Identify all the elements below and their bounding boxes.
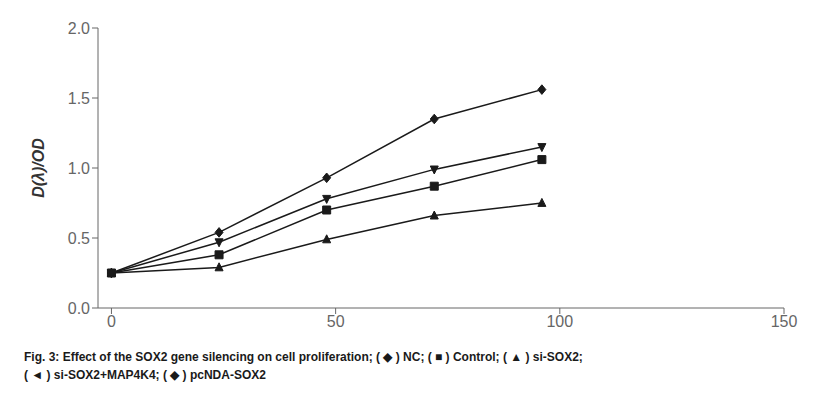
svg-text:1.5: 1.5	[68, 90, 90, 107]
html-text:( ◄ ) si-SOX2+MAP4K4; ( ◆ ) pc: ( ◄ ) si-SOX2+MAP4K4; ( ◆ ) pcNDA-SOX2	[24, 368, 266, 382]
svg-text:50: 50	[327, 313, 345, 330]
svg-text:150: 150	[771, 313, 798, 330]
svg-text:D(λ)/OD: D(λ)/OD	[30, 138, 47, 198]
svg-text:2.0: 2.0	[68, 20, 90, 37]
svg-text:1.0: 1.0	[68, 160, 90, 177]
svg-text:0: 0	[107, 313, 116, 330]
svg-text:0.0: 0.0	[68, 300, 90, 317]
svg-text:0.5: 0.5	[68, 230, 90, 247]
html-text:Fig. 3: Effect of the SOX2 gen: Fig. 3: Effect of the SOX2 gene silencin…	[24, 350, 583, 364]
svg-text:100: 100	[546, 313, 573, 330]
